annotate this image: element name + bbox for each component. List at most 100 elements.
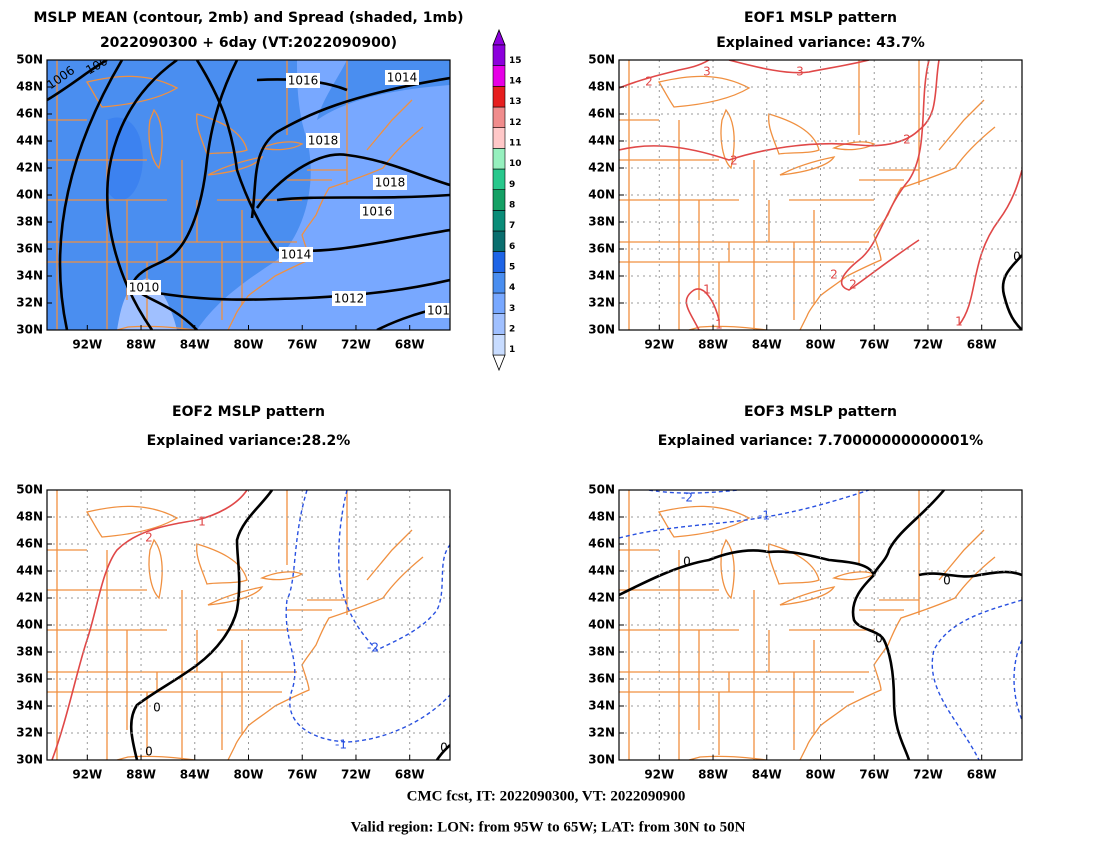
colorbar-max (492, 28, 506, 46)
lat-label: 42N (588, 161, 615, 175)
panel-subtitle: Explained variance: 7.70000000000001% (658, 433, 983, 449)
colorbar-box (492, 44, 506, 66)
lat-label: 30N (588, 323, 615, 337)
lat-label: 48N (16, 80, 43, 94)
lat-label: 40N (588, 618, 615, 632)
lat-label: 48N (588, 80, 615, 94)
lon-label: 80W (806, 338, 836, 352)
lat-label: 40N (588, 188, 615, 202)
contour-label: 1016 (288, 74, 319, 88)
contour-label: 1 (198, 515, 206, 529)
lon-label: 88W (698, 768, 728, 782)
contour-label: 1010 (129, 281, 160, 295)
colorbar-box (492, 65, 506, 87)
lon-label: 76W (859, 768, 889, 782)
lon-label: 88W (126, 768, 156, 782)
contour-label: 3 (703, 65, 711, 79)
lon-label: 68W (967, 768, 997, 782)
lon-label: 68W (395, 338, 425, 352)
lat-label: 48N (16, 510, 43, 524)
contour-label: 0 (875, 632, 883, 646)
lon-label: 92W (72, 768, 102, 782)
contour-label: -2 (367, 641, 379, 655)
colorbar-box (492, 168, 506, 190)
contour-label: 2 (730, 154, 738, 168)
contour-label: 2 (145, 531, 153, 545)
panel-title: EOF3 MSLP pattern (744, 404, 897, 420)
lat-label: 36N (588, 242, 615, 256)
lat-label: 32N (16, 726, 43, 740)
colorbar-box (492, 313, 506, 335)
lat-label: 30N (16, 753, 43, 767)
shade-3 (197, 60, 450, 330)
lat-label: 40N (16, 618, 43, 632)
contour-label: 2 (849, 278, 857, 292)
lon-label: 68W (395, 768, 425, 782)
lon-label: 84W (180, 768, 210, 782)
lat-label: 36N (588, 672, 615, 686)
contours (47, 60, 450, 330)
lat-label: 34N (588, 269, 615, 283)
frame (46, 489, 451, 761)
colorbar-label: 11 (509, 139, 522, 149)
lon-label: 88W (126, 338, 156, 352)
contour-label: -2 (681, 491, 693, 505)
colorbar-box (492, 127, 506, 149)
lat-label: 36N (16, 242, 43, 256)
lat-label: 42N (16, 161, 43, 175)
colorbar-box (492, 230, 506, 252)
colorbar-box (492, 251, 506, 273)
lat-label: 42N (588, 591, 615, 605)
colorbar-box (492, 292, 506, 314)
colorbar-box (492, 86, 506, 108)
lat-label: 50N (588, 483, 615, 497)
panel-title: MSLP MEAN (contour, 2mb) and Spread (sha… (34, 10, 464, 26)
lat-label: 44N (16, 564, 43, 578)
lat-label: 46N (16, 537, 43, 551)
lon-label: 92W (644, 338, 674, 352)
colorbar-box (492, 334, 506, 356)
colorbar-label: 9 (509, 180, 515, 190)
colorbar-label: 14 (509, 77, 522, 87)
colorbar-min (492, 354, 506, 372)
frame (618, 59, 1023, 331)
contour-label: 1018 (375, 176, 406, 190)
contour-label: 1014 (281, 248, 312, 262)
lat-label: 42N (16, 591, 43, 605)
colorbar-label: 2 (509, 325, 515, 335)
lon-label: 92W (644, 768, 674, 782)
panel-eof2: 1 2 0 0 -2 -1 0 50N 48N 46N 44N 42N 40N 38N 36N… (16, 483, 451, 782)
lat-label: 38N (16, 645, 43, 659)
contour-label: 1018 (308, 134, 339, 148)
lon-label: 76W (287, 338, 317, 352)
colorbar-label: 7 (509, 221, 515, 231)
lon-label: 84W (180, 338, 210, 352)
panel-title: EOF2 MSLP pattern (172, 404, 325, 420)
lat-label: 38N (588, 215, 615, 229)
contour-label: 0 (440, 741, 448, 755)
colorbar-label: 3 (509, 304, 515, 314)
lat-label: 46N (588, 107, 615, 121)
lat-label: 38N (16, 215, 43, 229)
frame (46, 59, 451, 331)
colorbar-label: 5 (509, 263, 515, 273)
lon-label: 80W (234, 768, 264, 782)
lon-label: 80W (234, 338, 264, 352)
contour-label: 1 (955, 315, 963, 329)
colorbar-label: 1 (509, 345, 515, 355)
contour-label: 3 (796, 65, 804, 79)
lat-label: 48N (588, 510, 615, 524)
panel-subtitle: 2022090300 + 6day (VT:2022090900) (100, 35, 397, 51)
lon-label: 76W (859, 338, 889, 352)
lat-label: 44N (16, 134, 43, 148)
lat-label: 32N (588, 296, 615, 310)
contour-label: 1 (715, 318, 723, 332)
lat-label: 32N (16, 296, 43, 310)
colorbar-label: 4 (509, 283, 515, 293)
contour-label: 0 (683, 555, 691, 569)
contour-label: 2 (645, 75, 653, 89)
frame (618, 489, 1023, 761)
contour-label: 0 (145, 745, 153, 759)
footer-line: CMC fcst, IT: 2022090300, VT: 2022090900 (407, 788, 686, 804)
